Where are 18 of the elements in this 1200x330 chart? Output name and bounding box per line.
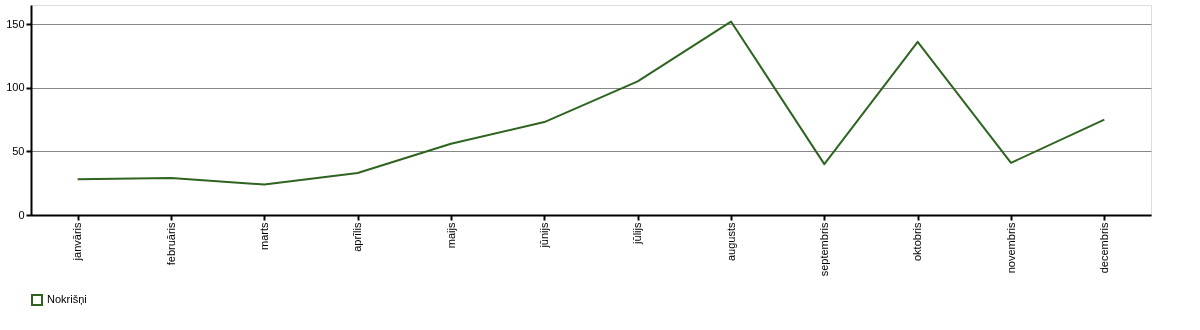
x-tick-label: marts — [257, 222, 270, 250]
x-tick-label: maijs — [444, 222, 457, 249]
y-tick-label: 100 — [6, 81, 25, 94]
x-tick-label: jūnijs — [537, 222, 550, 249]
line-series — [76, 20, 1106, 186]
x-tick-label: februāris — [164, 222, 177, 266]
x-tick-label: janvāris — [71, 222, 84, 262]
x-tick-label: oktobris — [911, 222, 924, 262]
x-tick-label: aprīlis — [351, 222, 364, 252]
y-tick-label: 150 — [6, 17, 25, 30]
legend-label: Nokrišņi — [47, 293, 87, 305]
x-tick-label: septembris — [817, 222, 830, 277]
x-tick-label: augusts — [724, 222, 737, 262]
x-tick-label: novembris — [1004, 222, 1017, 274]
y-tick-label: 50 — [12, 144, 25, 157]
x-tick-label: decembris — [1097, 222, 1110, 274]
x-tick-label: jūlijs — [631, 222, 644, 245]
y-tick-label: 0 — [18, 208, 25, 221]
